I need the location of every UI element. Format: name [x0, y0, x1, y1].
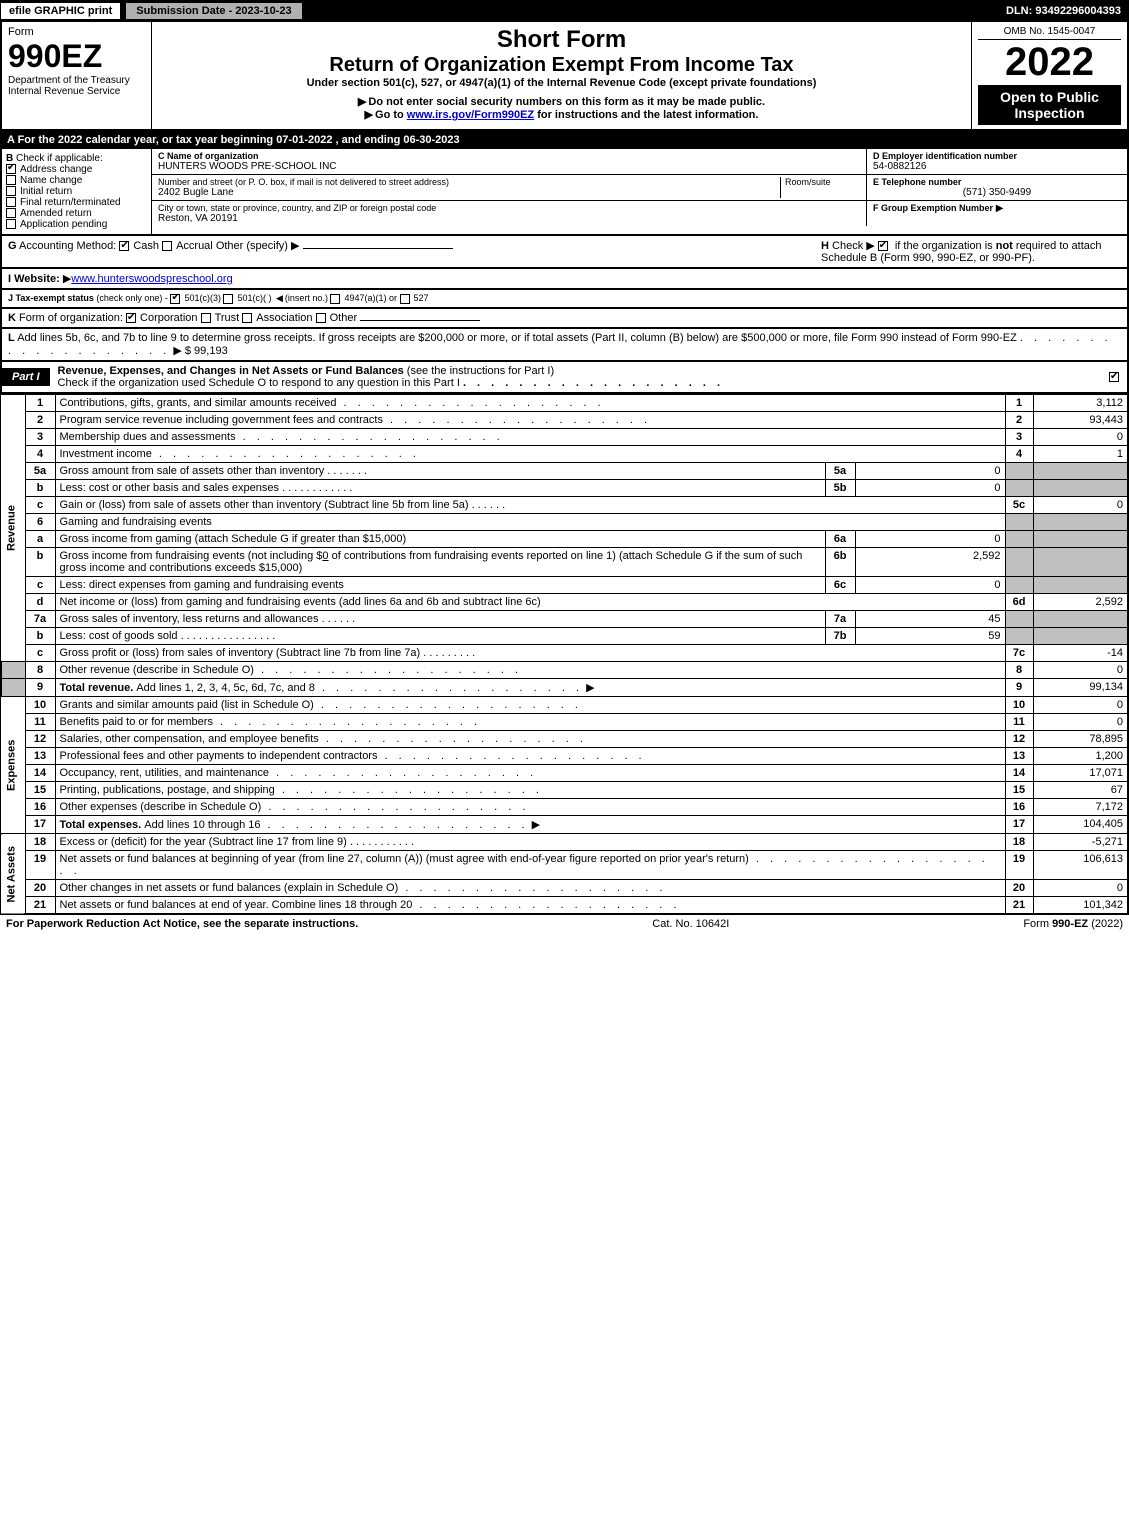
- c-name-label: C Name of organization: [158, 151, 860, 161]
- org-name: HUNTERS WOODS PRE-SCHOOL INC: [158, 161, 860, 172]
- d-ein-label: D Employer identification number: [873, 151, 1121, 161]
- submission-date: Submission Date - 2023-10-23: [125, 2, 302, 20]
- room-label: Room/suite: [780, 177, 860, 198]
- part1-table: Revenue 1Contributions, gifts, grants, a…: [0, 394, 1129, 915]
- chk-schedule-b[interactable]: [878, 241, 888, 251]
- dln: DLN: 93492296004393: [998, 3, 1129, 19]
- part1-label: Part I: [2, 368, 50, 386]
- chk-501c3[interactable]: [170, 294, 180, 304]
- row-l: L Add lines 5b, 6c, and 7b to line 9 to …: [0, 329, 1129, 362]
- line3-amt: 0: [1033, 429, 1128, 446]
- arrow-icon: ▶: [996, 203, 1004, 214]
- line8-amt: 0: [1033, 662, 1128, 679]
- footer: For Paperwork Reduction Act Notice, see …: [0, 915, 1129, 933]
- note-link: Go to www.irs.gov/Form990EZ for instruct…: [158, 108, 965, 121]
- phone-value: (571) 350-9499: [873, 187, 1121, 198]
- row-k: K Form of organization: Corporation Trus…: [0, 309, 1129, 329]
- line12-amt: 78,895: [1033, 731, 1128, 748]
- chk-amended-return[interactable]: [6, 208, 16, 218]
- footer-cat: Cat. No. 10642I: [652, 918, 729, 930]
- e-phone-label: E Telephone number: [873, 177, 1121, 187]
- street-address: 2402 Bugle Lane: [158, 187, 780, 198]
- city-value: Reston, VA 20191: [158, 213, 860, 224]
- chk-initial-return[interactable]: [6, 186, 16, 196]
- chk-assoc[interactable]: [242, 313, 252, 323]
- chk-accrual[interactable]: [162, 241, 172, 251]
- line19-amt: 106,613: [1033, 851, 1128, 880]
- website-link[interactable]: www.hunterswoodspreschool.org: [71, 273, 232, 285]
- footer-left: For Paperwork Reduction Act Notice, see …: [6, 918, 358, 930]
- row-j: J Tax-exempt status (check only one) - 5…: [0, 290, 1129, 309]
- chk-final-return[interactable]: [6, 197, 16, 207]
- line15-amt: 67: [1033, 782, 1128, 799]
- chk-cash[interactable]: [119, 241, 129, 251]
- g-label: Accounting Method:: [19, 240, 116, 252]
- efile-print-button[interactable]: efile GRAPHIC print: [0, 2, 121, 20]
- line20-amt: 0: [1033, 880, 1128, 897]
- chk-corp[interactable]: [126, 313, 136, 323]
- section-a: A For the 2022 calendar year, or tax yea…: [0, 131, 1129, 149]
- row-i: I Website: ▶www.hunterswoodspreschool.or…: [0, 269, 1129, 290]
- title-main: Return of Organization Exempt From Incom…: [158, 54, 965, 77]
- vlabel-expenses: Expenses: [1, 697, 25, 834]
- line5b-amt: 0: [855, 480, 1005, 497]
- line14-amt: 17,071: [1033, 765, 1128, 782]
- form-number: 990EZ: [8, 38, 145, 75]
- line16-amt: 7,172: [1033, 799, 1128, 816]
- section-b: B Check if applicable: Address change Na…: [2, 149, 152, 234]
- chk-schedule-o[interactable]: [1109, 372, 1119, 382]
- form-label: Form: [8, 26, 145, 38]
- open-inspection: Open to Public Inspection: [978, 85, 1121, 125]
- chk-address-change[interactable]: [6, 164, 16, 174]
- line1-amt: 3,112: [1033, 395, 1128, 412]
- line7c-amt: -14: [1033, 645, 1128, 662]
- irs-link[interactable]: www.irs.gov/Form990EZ: [407, 109, 534, 121]
- line13-amt: 1,200: [1033, 748, 1128, 765]
- line5c-amt: 0: [1033, 497, 1128, 514]
- line7a-amt: 45: [855, 611, 1005, 628]
- chk-501c[interactable]: [223, 294, 233, 304]
- city-label: City or town, state or province, country…: [158, 203, 860, 213]
- tax-year: 2022: [978, 40, 1121, 85]
- title-short-form: Short Form: [158, 26, 965, 54]
- info-block: B Check if applicable: Address change Na…: [0, 149, 1129, 236]
- line7b-amt: 59: [855, 628, 1005, 645]
- row-gh: G Accounting Method: Cash Accrual Other …: [0, 236, 1129, 269]
- line17-amt: 104,405: [1033, 816, 1128, 834]
- chk-trust[interactable]: [201, 313, 211, 323]
- form-header: Form 990EZ Department of the Treasury In…: [0, 22, 1129, 131]
- gross-receipts: $ 99,193: [185, 345, 228, 357]
- line6a-amt: 0: [855, 531, 1005, 548]
- footer-right: Form 990-EZ (2022): [1023, 918, 1123, 930]
- chk-name-change[interactable]: [6, 175, 16, 185]
- omb-number: OMB No. 1545-0047: [978, 26, 1121, 40]
- chk-other[interactable]: [316, 313, 326, 323]
- line21-amt: 101,342: [1033, 897, 1128, 915]
- line11-amt: 0: [1033, 714, 1128, 731]
- line6d-amt: 2,592: [1033, 594, 1128, 611]
- line10-amt: 0: [1033, 697, 1128, 714]
- part1-header: Part I Revenue, Expenses, and Changes in…: [0, 362, 1129, 394]
- line2-amt: 93,443: [1033, 412, 1128, 429]
- chk-application-pending[interactable]: [6, 219, 16, 229]
- line4-amt: 1: [1033, 446, 1128, 463]
- vlabel-netassets: Net Assets: [1, 834, 25, 915]
- top-bar: efile GRAPHIC print Submission Date - 20…: [0, 0, 1129, 22]
- f-group-label: F Group Exemption Number: [873, 203, 993, 213]
- vlabel-revenue: Revenue: [1, 395, 25, 662]
- ein-value: 54-0882126: [873, 161, 1121, 172]
- line6b-amt: 2,592: [855, 548, 1005, 577]
- line6c-amt: 0: [855, 577, 1005, 594]
- line9-amt: 99,134: [1033, 679, 1128, 697]
- note-ssn: Do not enter social security numbers on …: [158, 95, 965, 108]
- subtitle: Under section 501(c), 527, or 4947(a)(1)…: [158, 77, 965, 89]
- chk-4947[interactable]: [330, 294, 340, 304]
- addr-label: Number and street (or P. O. box, if mail…: [158, 177, 780, 187]
- line5a-amt: 0: [855, 463, 1005, 480]
- line18-amt: -5,271: [1033, 834, 1128, 851]
- chk-527[interactable]: [400, 294, 410, 304]
- department: Department of the Treasury Internal Reve…: [8, 75, 145, 97]
